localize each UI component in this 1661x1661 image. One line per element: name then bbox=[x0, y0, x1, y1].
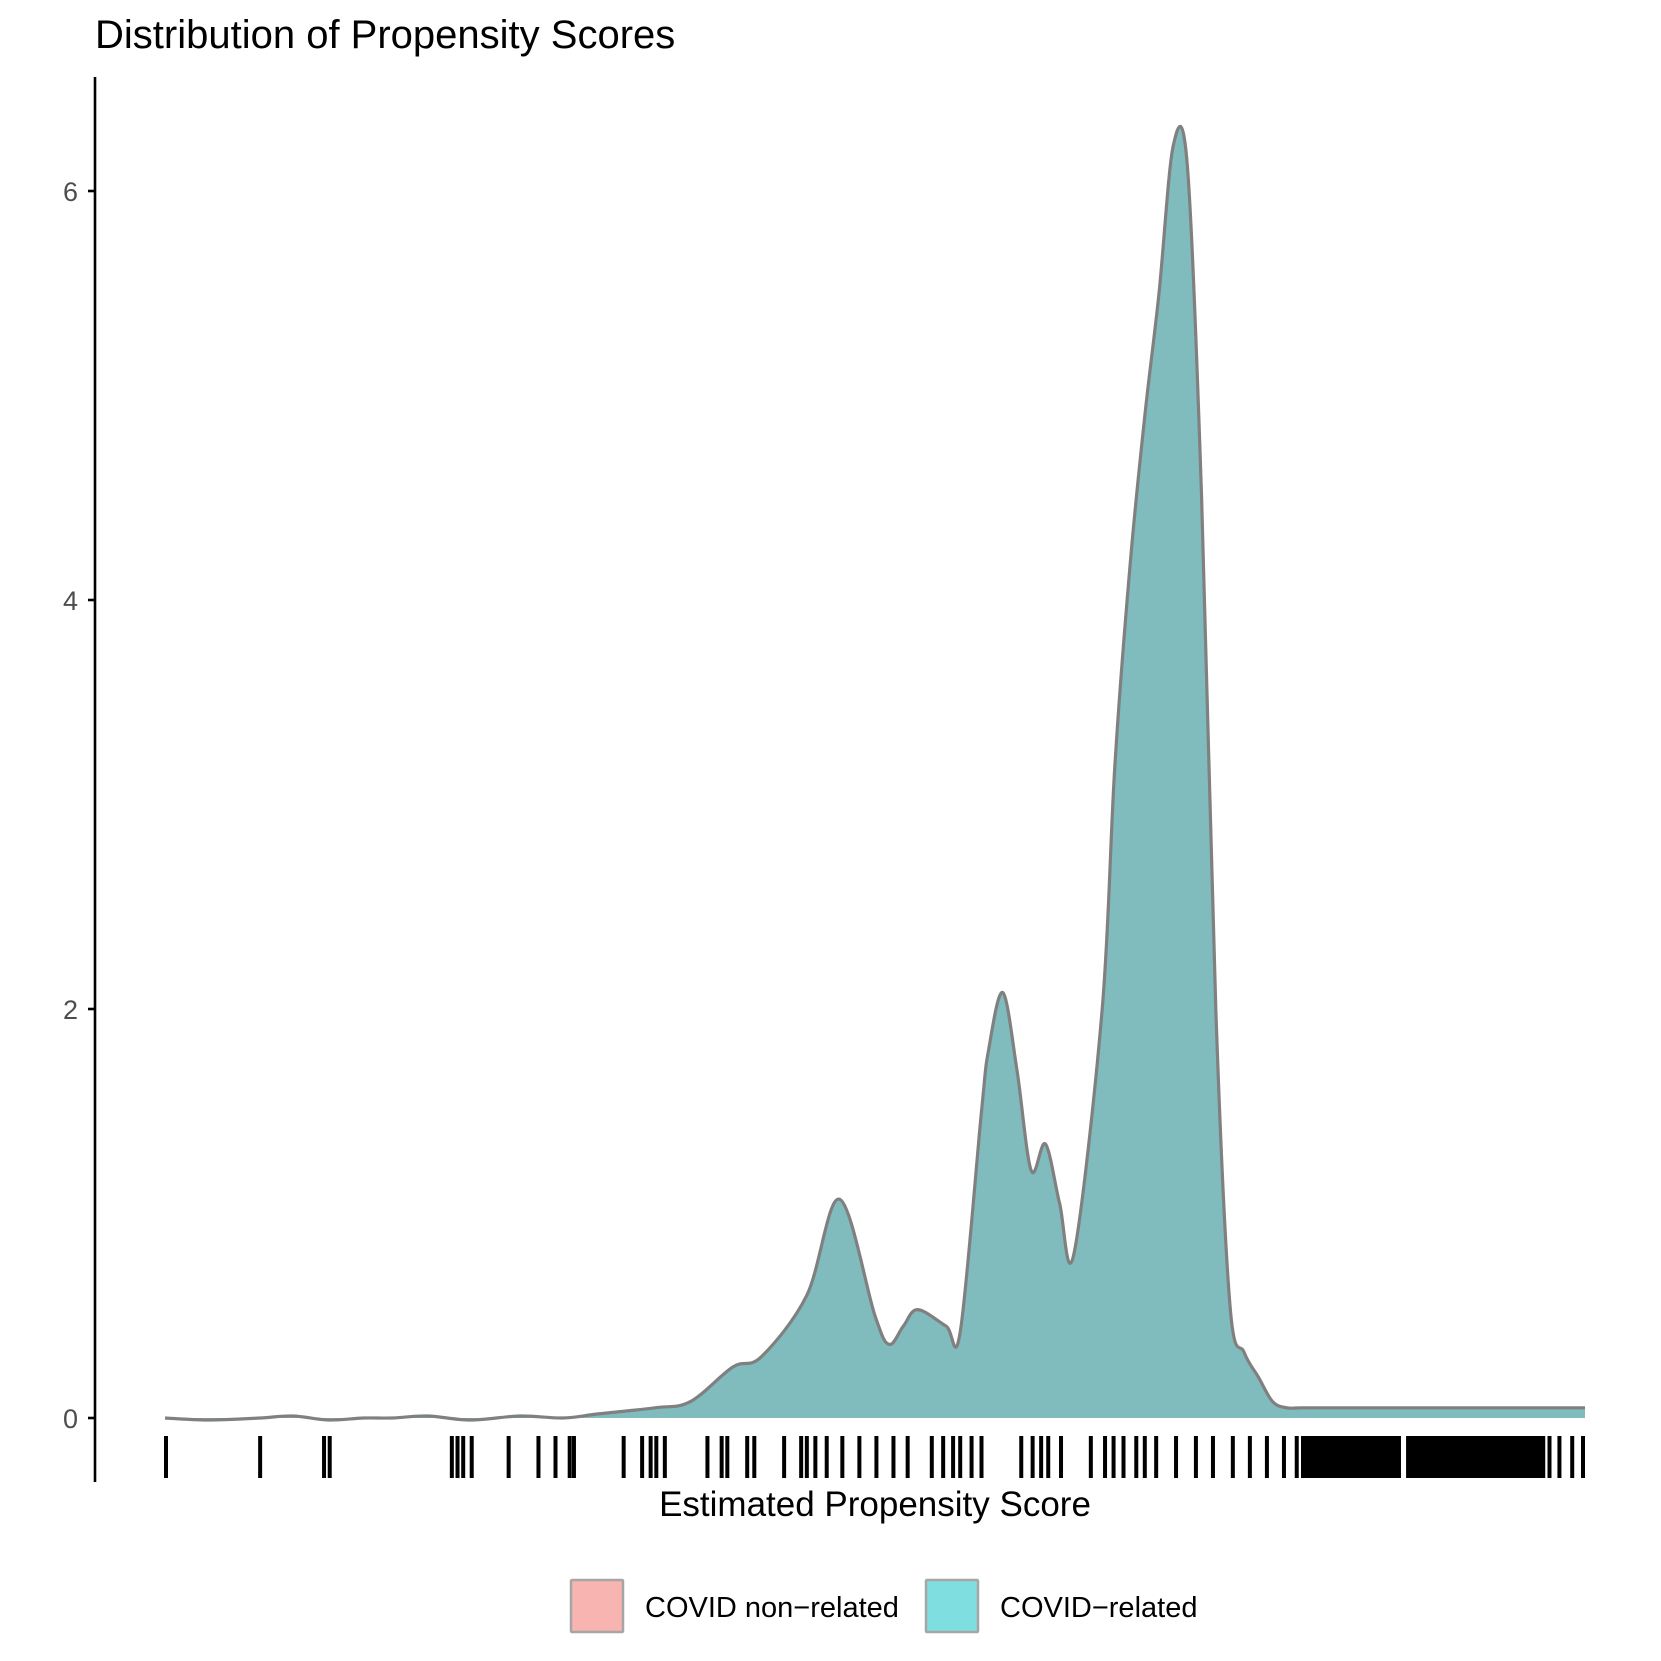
y-tick-label: 4 bbox=[63, 586, 78, 616]
y-tick-label: 6 bbox=[63, 177, 78, 207]
chart-title: Distribution of Propensity Scores bbox=[95, 13, 675, 57]
legend-label-covid-related: COVID−related bbox=[1000, 1592, 1197, 1624]
x-axis-label: Estimated Propensity Score bbox=[659, 1485, 1091, 1524]
y-tick-label: 2 bbox=[63, 995, 78, 1025]
rug-dense-block bbox=[1406, 1436, 1546, 1478]
legend-key-covid-related bbox=[924, 1578, 980, 1634]
legend-label-covid-non-related: COVID non−related bbox=[645, 1592, 899, 1624]
rug-dense-block bbox=[1301, 1436, 1398, 1478]
y-tick-label: 0 bbox=[63, 1404, 78, 1434]
y-axis-ticks: 0 2 4 6 bbox=[63, 177, 95, 1434]
density-line-covid-related bbox=[164, 124, 1585, 1422]
density-area-covid-related bbox=[165, 126, 1585, 1421]
plot-area bbox=[164, 124, 1585, 1478]
rug-marks bbox=[164, 1436, 1585, 1478]
legend-key-covid-non-related bbox=[569, 1578, 625, 1634]
legend: COVID non−related COVID−related bbox=[569, 1578, 1197, 1634]
